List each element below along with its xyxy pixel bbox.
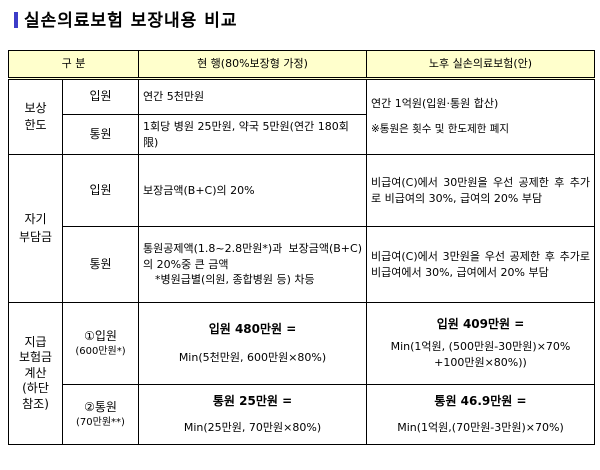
payout-outpatient-new-title: 통원 46.9만원 =: [434, 393, 527, 408]
table-row: 통원 통원공제액(1.8~2.8만원*)과 보장금액(B+C)의 20%중 큰 …: [9, 226, 595, 303]
limit-outpatient-label: 통원: [62, 114, 139, 155]
table-row: 통원 1회당 병원 25만원, 약국 5만원(연간 180회限): [9, 114, 595, 155]
payout-outpatient-current-cell: 통원 25만원 = Min(25만원, 70만원×80%): [138, 384, 367, 445]
payout-outpatient-new-expr: Min(1억원,(70만원-3만원)×70%): [397, 421, 564, 435]
header-new: 노후 실손의료보험(안): [366, 50, 595, 80]
payout-category-label: 지급 보험금 계산 (하단 참조): [8, 302, 63, 445]
payout-inpatient-new-cell: 입원 409만원 = Min(1억원, (500만원-30만원)×70% +10…: [366, 302, 595, 385]
payout-inpatient-label-cell: ①입원 (600만원*): [62, 302, 139, 385]
copay-outpatient-label: 통원: [62, 226, 139, 303]
payout-outpatient-new-cell: 통원 46.9만원 = Min(1억원,(70만원-3만원)×70%): [366, 384, 595, 445]
payout-outpatient-current-title: 통원 25만원 =: [212, 393, 293, 408]
limit-category-label: 보상 한도: [8, 78, 63, 155]
payout-inpatient-current-title: 입원 480만원 =: [208, 321, 297, 336]
payout-inpatient-current-cell: 입원 480만원 = Min(5천만원, 600만원×80%): [138, 302, 367, 385]
comparison-table: 구 분 현 행(80%보장형 가정) 노후 실손의료보험(안) 보상 한도 입원…: [8, 50, 595, 445]
payout-outpatient-sub: (70만원**): [76, 416, 125, 428]
page-title: 실손의료보험 보장내용 비교: [14, 6, 238, 31]
table-row: ②통원 (70만원**) 통원 25만원 = Min(25만원, 70만원×80…: [9, 384, 595, 445]
payout-outpatient-label-cell: ②통원 (70만원**): [62, 384, 139, 445]
limit-inpatient-current: 연간 5천만원: [138, 78, 367, 115]
copay-outpatient-current-note: *병원급별(의원, 종합병원 등) 차등: [155, 273, 315, 287]
copay-outpatient-new: 비급여(C)에서 3만원을 우선 공제한 후 추가로 비급여에서 30%, 급여…: [366, 226, 595, 303]
payout-inpatient-current-expr: Min(5천만원, 600만원×80%): [178, 351, 327, 365]
limit-new-note: ※통원은 횟수 및 한도제한 폐지: [371, 123, 510, 136]
payout-inpatient-new-title: 입원 409만원 =: [436, 316, 525, 331]
payout-inpatient-label: ①입원: [84, 328, 117, 343]
copay-inpatient-current: 보장금액(B+C)의 20%: [138, 154, 367, 227]
title-accent-bar: [14, 12, 18, 28]
copay-outpatient-current-cell: 통원공제액(1.8~2.8만원*)과 보장금액(B+C)의 20%중 큰 금액 …: [138, 226, 367, 303]
payout-outpatient-current-expr: Min(25만원, 70만원×80%): [183, 421, 322, 435]
copay-outpatient-current-main: 통원공제액(1.8~2.8만원*)과 보장금액(B+C)의 20%중 큰 금액: [143, 241, 362, 271]
limit-inpatient-label: 입원: [62, 78, 139, 115]
limit-new-main: 연간 1억원(입원·통원 합산): [371, 97, 499, 111]
header-current: 현 행(80%보장형 가정): [138, 50, 367, 80]
limit-outpatient-current: 1회당 병원 25만원, 약국 5만원(연간 180회限): [138, 114, 367, 155]
table-row: 보상 한도 입원 연간 5천만원 연간 1억원(입원·통원 합산) ※통원은 횟…: [8, 78, 595, 155]
copay-inpatient-new: 비급여(C)에서 30만원을 우선 공제한 후 추가로 비급여의 30%, 급여…: [366, 154, 595, 227]
payout-inpatient-new-expr-2: +100만원×80%)): [434, 356, 527, 370]
table-row: 자기 부담금 입원 보장금액(B+C)의 20% 비급여(C)에서 30만원을 …: [8, 154, 595, 303]
table-header-row: 구 분 현 행(80%보장형 가정) 노후 실손의료보험(안): [8, 50, 595, 80]
table-row: 지급 보험금 계산 (하단 참조) ①입원 (600만원*) 입원 480만원 …: [8, 302, 595, 445]
payout-inpatient-sub: (600만원*): [75, 345, 126, 357]
copay-inpatient-label: 입원: [62, 154, 139, 227]
payout-outpatient-label: ②통원: [84, 399, 117, 414]
payout-inpatient-new-expr-1: Min(1억원, (500만원-30만원)×70%: [390, 340, 571, 354]
header-category: 구 분: [8, 50, 139, 80]
page-title-text: 실손의료보험 보장내용 비교: [24, 11, 238, 31]
copay-category-label: 자기 부담금: [8, 154, 63, 303]
limit-new-cell: 연간 1억원(입원·통원 합산) ※통원은 횟수 및 한도제한 폐지: [366, 78, 595, 155]
